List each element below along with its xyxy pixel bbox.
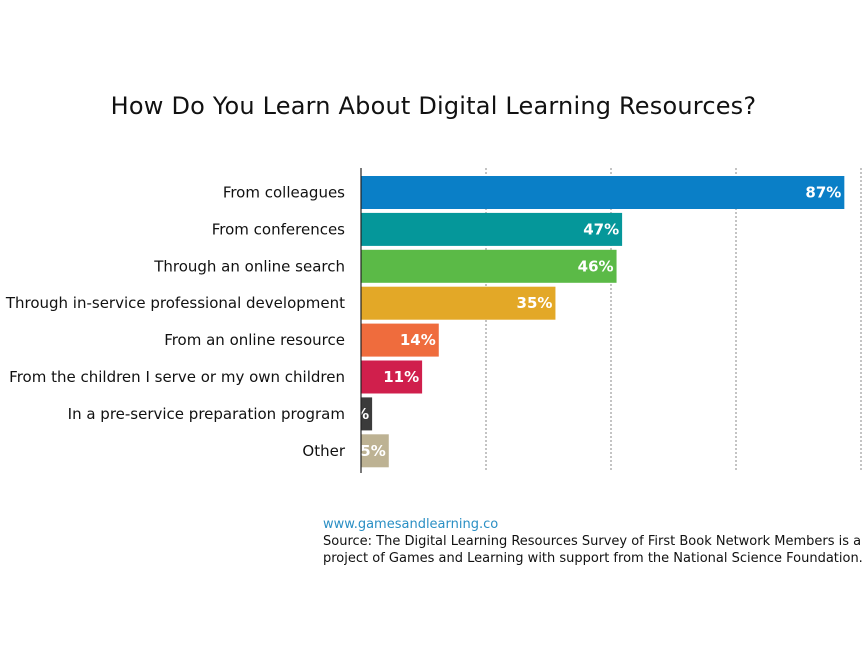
category-label: Through in-service professional developm… bbox=[5, 294, 345, 312]
value-label: 87% bbox=[805, 184, 841, 202]
category-label: Through an online search bbox=[153, 257, 345, 275]
bar-2 bbox=[361, 212, 623, 246]
footer: www.gamesandlearning.co Source: The Digi… bbox=[323, 516, 863, 567]
category-label: From conferences bbox=[212, 220, 345, 238]
category-label: From colleagues bbox=[223, 184, 345, 202]
value-label: 47% bbox=[583, 220, 619, 238]
bar-3 bbox=[361, 249, 617, 283]
bar-8 bbox=[361, 434, 389, 468]
bar-1 bbox=[361, 176, 845, 209]
category-label: From an online resource bbox=[164, 331, 345, 349]
gridlines bbox=[485, 168, 862, 472]
category-labels: From colleagues From conferences Through a… bbox=[5, 184, 346, 460]
bars: 87% 47% 46% 35% 14% 11% 2% 5% bbox=[344, 176, 845, 468]
bar-6 bbox=[361, 360, 423, 394]
value-label: 2% bbox=[344, 405, 369, 423]
value-label: 14% bbox=[400, 331, 436, 349]
bar-chart: 87%47%46%35%14%11%2%5% From colleaguesFr… bbox=[5, 168, 862, 473]
chart-title: How Do You Learn About Digital Learning … bbox=[110, 92, 757, 120]
value-label: 5% bbox=[360, 442, 385, 460]
bar-5 bbox=[361, 323, 439, 357]
value-label: 11% bbox=[383, 368, 419, 386]
source-note: Source: The Digital Learning Resources S… bbox=[323, 534, 863, 566]
category-label: Other bbox=[302, 442, 345, 460]
category-label: In a pre-service preparation program bbox=[68, 405, 345, 423]
source-url: www.gamesandlearning.co bbox=[323, 517, 499, 532]
bar-4 bbox=[361, 286, 556, 320]
bar-7 bbox=[361, 397, 373, 431]
value-label: 46% bbox=[578, 257, 614, 275]
category-label: From the children I serve or my own chil… bbox=[9, 368, 345, 386]
value-label: 35% bbox=[517, 294, 553, 312]
